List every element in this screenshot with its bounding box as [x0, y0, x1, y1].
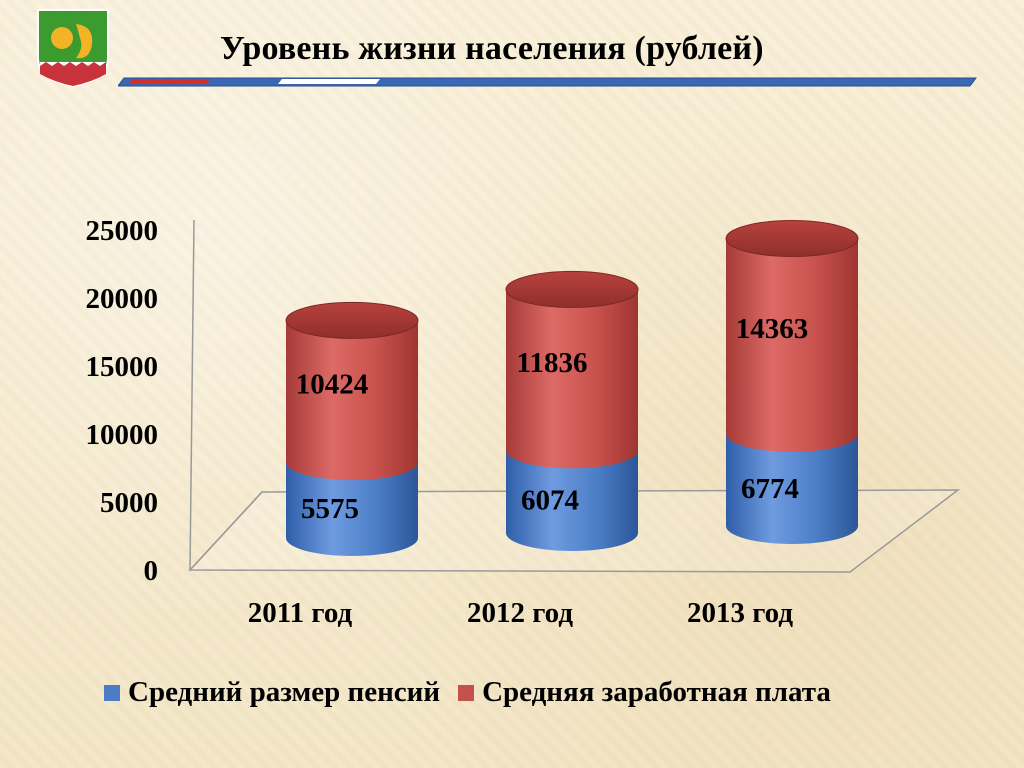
- x-category-label: 2011 год: [248, 597, 353, 629]
- legend-swatch-pension: [104, 685, 120, 701]
- data-label-pension: 6074: [521, 485, 579, 517]
- bar-salary-top: [506, 271, 638, 307]
- legend-item-salary: Средняя заработная плата: [458, 676, 831, 709]
- y-axis-line: [190, 220, 194, 570]
- y-tick-label: 20000: [86, 283, 159, 315]
- y-tick-label: 5000: [100, 487, 158, 519]
- y-tick-label: 0: [144, 555, 159, 587]
- data-label-salary: 14363: [736, 313, 809, 345]
- x-category-label: 2012 год: [467, 597, 573, 629]
- data-label-pension: 5575: [301, 493, 359, 525]
- legend-swatch-salary: [458, 685, 474, 701]
- y-tick-label: 15000: [86, 351, 159, 383]
- data-label-salary: 10424: [296, 368, 369, 400]
- legend-item-pension: Средний размер пенсий: [104, 676, 440, 709]
- data-label-pension: 6774: [741, 473, 799, 505]
- chart-legend: Средний размер пенсий Средняя заработная…: [104, 676, 849, 709]
- legend-label-salary: Средняя заработная плата: [482, 676, 831, 709]
- y-tick-label: 25000: [86, 215, 159, 247]
- x-category-label: 2013 год: [687, 597, 793, 629]
- y-tick-label: 10000: [86, 419, 159, 451]
- legend-label-pension: Средний размер пенсий: [128, 676, 440, 709]
- bar-salary-top: [286, 302, 418, 338]
- bar-salary-top: [726, 221, 858, 257]
- data-label-salary: 11836: [517, 347, 588, 379]
